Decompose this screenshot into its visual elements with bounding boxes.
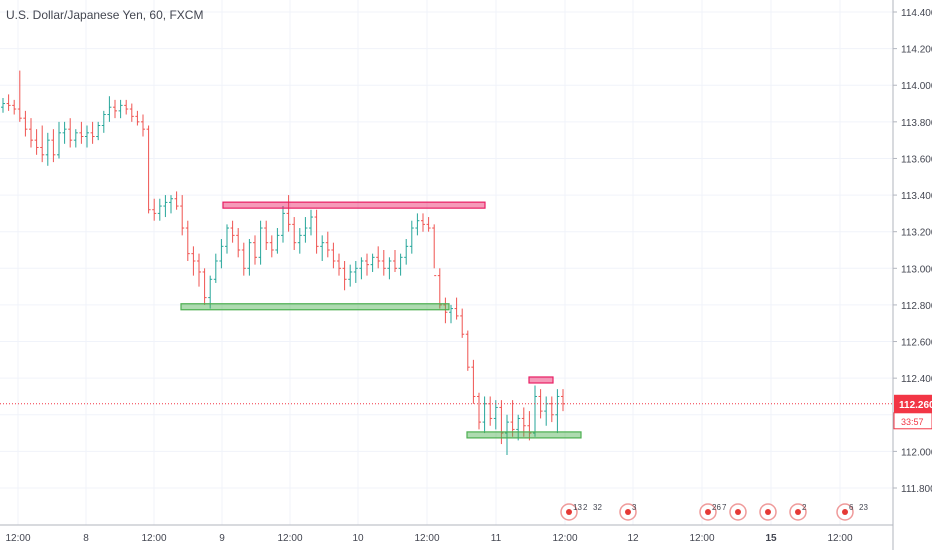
support-zone <box>466 431 582 439</box>
y-tick-label: 112.600 <box>901 338 932 349</box>
y-tick-label: 113.600 <box>901 154 932 165</box>
y-tick-label: 111.800 <box>901 484 932 495</box>
countdown-badge <box>893 412 932 430</box>
current-price-label: 112.260 <box>899 400 932 411</box>
support-zone <box>180 303 450 311</box>
x-tick-label: 12:00 <box>552 533 577 544</box>
event-count-label: 23 <box>859 503 868 512</box>
x-tick-label: 12:00 <box>414 533 439 544</box>
event-count-label: 26 <box>712 503 721 512</box>
economic-event-dot <box>625 509 631 515</box>
event-count-label: 32 <box>593 503 602 512</box>
y-tick-label: 113.800 <box>901 118 932 129</box>
chart-title: U.S. Dollar/Japanese Yen, 60, FXCM <box>6 8 204 22</box>
economic-event-dot <box>795 509 801 515</box>
y-tick-label: 112.800 <box>901 301 932 312</box>
y-tick-label: 113.000 <box>901 264 932 275</box>
economic-event-dot <box>566 509 572 515</box>
economic-event-dot <box>735 509 741 515</box>
event-count-label: 2 <box>802 503 807 512</box>
economic-event-dot <box>842 509 848 515</box>
y-tick-label: 113.400 <box>901 191 932 202</box>
countdown-label: 33:57 <box>901 417 924 427</box>
y-tick-label: 113.200 <box>901 228 932 239</box>
x-tick-label: 15 <box>765 533 777 544</box>
economic-event-dot <box>765 509 771 515</box>
event-count-label: 6 <box>849 503 854 512</box>
event-count-label: 13 <box>573 503 582 512</box>
x-tick-label: 12:00 <box>5 533 30 544</box>
resistance-zone <box>222 201 486 209</box>
resistance-zone <box>528 376 554 384</box>
x-tick-label: 12 <box>627 533 639 544</box>
y-tick-label: 114.000 <box>901 81 932 92</box>
x-tick-label: 9 <box>219 533 225 544</box>
y-tick-label: 114.200 <box>901 45 932 56</box>
event-count-label: 7 <box>722 503 727 512</box>
x-tick-label: 10 <box>352 533 364 544</box>
x-tick-label: 8 <box>83 533 89 544</box>
x-tick-label: 12:00 <box>689 533 714 544</box>
x-tick-label: 11 <box>491 533 502 544</box>
y-tick-label: 114.400 <box>901 8 932 19</box>
event-count-label: 3 <box>632 503 637 512</box>
economic-event-dot <box>705 509 711 515</box>
x-tick-label: 12:00 <box>827 533 852 544</box>
event-count-label: 2 <box>583 503 588 512</box>
x-tick-label: 12:00 <box>141 533 166 544</box>
y-tick-label: 112.000 <box>901 447 932 458</box>
current-price-badge <box>894 394 932 413</box>
y-tick-label: 112.400 <box>901 374 932 385</box>
x-tick-label: 12:00 <box>277 533 302 544</box>
